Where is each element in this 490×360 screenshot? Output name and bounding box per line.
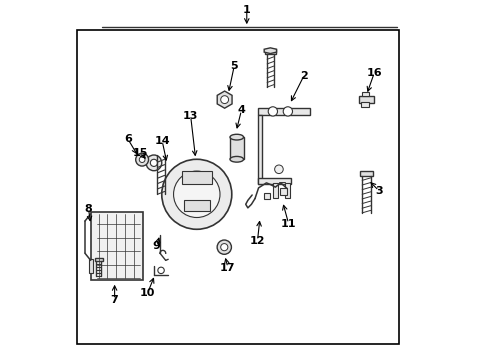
Ellipse shape	[230, 157, 244, 162]
Circle shape	[268, 107, 277, 116]
Polygon shape	[264, 48, 276, 54]
Circle shape	[275, 165, 283, 174]
Text: 10: 10	[140, 288, 155, 297]
Bar	[95, 258, 103, 261]
Circle shape	[150, 159, 157, 166]
Text: 5: 5	[230, 61, 238, 71]
Bar	[265, 49, 276, 54]
Bar	[359, 96, 373, 103]
Bar	[182, 171, 212, 184]
Ellipse shape	[230, 134, 244, 140]
Text: 13: 13	[183, 111, 198, 121]
Bar	[258, 178, 292, 184]
Text: 2: 2	[300, 71, 308, 81]
Text: 15: 15	[133, 148, 148, 158]
Bar	[184, 200, 210, 211]
Bar	[258, 115, 262, 184]
Text: 9: 9	[153, 241, 161, 251]
Text: 4: 4	[238, 105, 245, 115]
Bar	[285, 183, 290, 198]
Circle shape	[139, 157, 145, 162]
Circle shape	[146, 155, 162, 171]
Bar	[280, 188, 287, 195]
Bar	[273, 183, 277, 198]
Text: 14: 14	[154, 136, 170, 146]
Bar	[362, 103, 369, 107]
Bar	[230, 137, 244, 159]
Text: 16: 16	[367, 68, 382, 78]
Text: 1: 1	[243, 5, 251, 15]
Text: 11: 11	[281, 219, 296, 229]
Bar	[362, 92, 368, 96]
Text: 6: 6	[124, 134, 132, 144]
Circle shape	[158, 267, 164, 274]
Circle shape	[220, 244, 228, 251]
Text: 8: 8	[85, 203, 93, 213]
Polygon shape	[217, 91, 232, 108]
Circle shape	[220, 96, 228, 104]
Text: 17: 17	[220, 262, 236, 273]
Circle shape	[217, 240, 231, 254]
Bar	[264, 193, 270, 199]
Circle shape	[136, 153, 148, 166]
Circle shape	[173, 171, 220, 217]
Bar	[92, 212, 143, 280]
Bar	[89, 258, 93, 273]
Bar	[77, 30, 398, 344]
Bar	[360, 171, 373, 176]
Bar	[258, 108, 310, 115]
Circle shape	[283, 107, 293, 116]
Text: 3: 3	[375, 186, 383, 196]
Text: 7: 7	[111, 295, 119, 305]
Circle shape	[162, 159, 232, 229]
Text: 12: 12	[250, 236, 265, 246]
